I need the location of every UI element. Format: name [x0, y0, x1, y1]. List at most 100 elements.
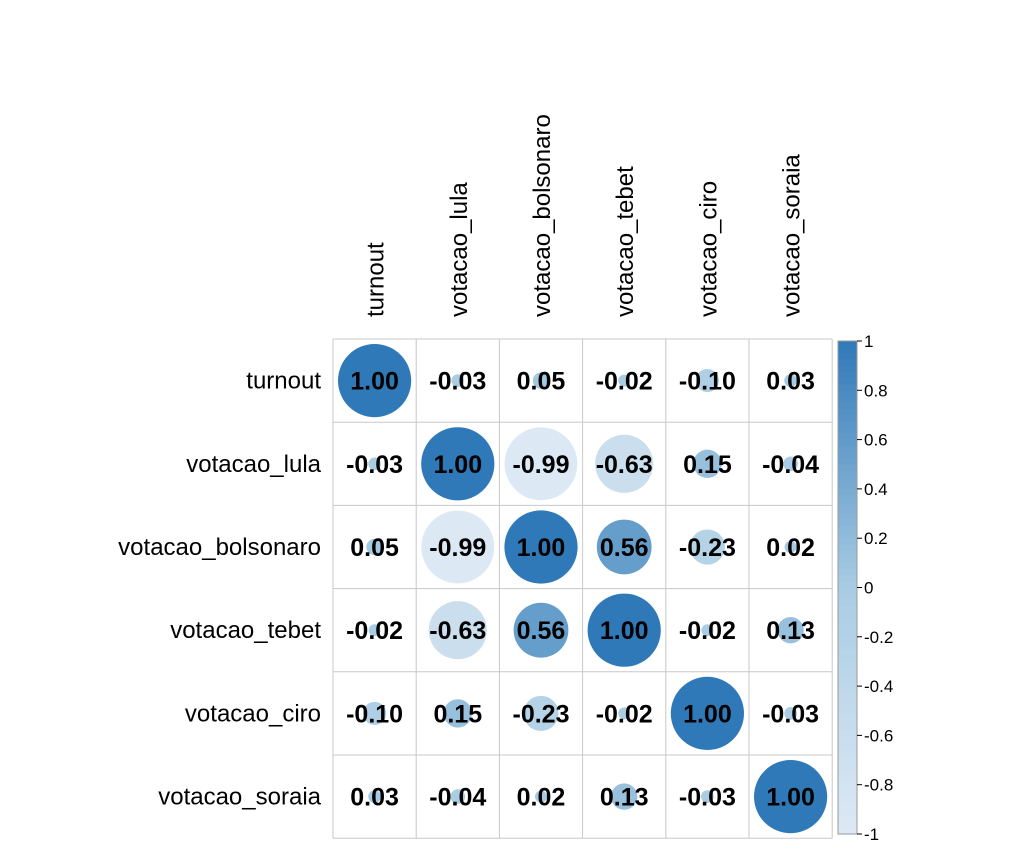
correlation-circle: [535, 790, 547, 803]
colorbar-segment: [838, 673, 857, 681]
correlation-circle: [618, 707, 631, 720]
colorbar-segment: [838, 655, 857, 663]
colorbar-segment: [838, 729, 857, 736]
correlation-circle: [784, 707, 797, 720]
correlation-value-label: -0.03: [346, 451, 403, 479]
colorbar-segment: [838, 359, 857, 367]
colorbar-segment: [838, 488, 857, 496]
colorbar-segment: [838, 667, 857, 675]
correlation-circle: [701, 624, 714, 637]
correlation-circle: [368, 790, 381, 803]
correlation-value-label: 0.03: [766, 368, 815, 396]
correlation-value-label: -0.99: [429, 534, 486, 562]
correlation-value-label: 1.00: [683, 700, 732, 728]
colorbar-tick-label: -0.8: [864, 776, 893, 795]
colorbar-segment: [838, 501, 857, 508]
colorbar-segment: [838, 371, 857, 379]
correlation-cells: 1.00 -0.03 0.05 -0.02 -0.10 0.03 -0.03 1.00 -0.9…: [337, 343, 828, 834]
colorbar-segment: [838, 519, 857, 527]
correlation-circle: [532, 372, 550, 389]
correlation-circle: [443, 699, 472, 728]
colorbar-segment: [838, 760, 857, 767]
correlation-circle: [695, 369, 719, 393]
correlation-value-label: -0.10: [679, 368, 736, 396]
correlation-circle: [618, 374, 631, 387]
correlation-value-label: -0.10: [346, 700, 403, 728]
column-label: votacao_ciro: [695, 181, 722, 317]
colorbar-segment: [838, 649, 857, 656]
colorbar: 1 0.8 0.6 0.4 0.2 0 -0.2 -0.4 -0.6 -0.8 -1: [837, 332, 893, 844]
colorbar-tick-label: 0.2: [864, 529, 888, 548]
colorbar-segment: [838, 642, 857, 650]
colorbar-segment: [838, 341, 857, 348]
colorbar-segment: [838, 692, 857, 700]
colorbar-segment: [838, 532, 857, 539]
colorbar-segment: [838, 698, 857, 706]
correlation-value-label: -0.02: [346, 617, 403, 645]
colorbar-segment: [838, 495, 857, 502]
correlation-circle: [504, 510, 578, 584]
correlation-value-label: 0.15: [683, 451, 732, 479]
colorbar-segment: [838, 790, 857, 798]
colorbar-segment: [838, 741, 857, 749]
colorbar-segment: [838, 433, 857, 441]
colorbar-segment: [838, 347, 857, 354]
colorbar-segment: [838, 803, 857, 810]
colorbar-segment: [838, 599, 857, 607]
colorbar-segment: [838, 575, 857, 582]
colorbar-tick-label: 1: [864, 332, 873, 351]
colorbar-tick-label: -1: [864, 825, 879, 844]
colorbar-segment: [838, 470, 857, 478]
correlation-value-label: -0.02: [596, 700, 653, 728]
colorbar-segment: [838, 778, 857, 786]
column-label: turnout: [363, 242, 390, 317]
colorbar-segment: [838, 809, 857, 817]
correlation-circle: [693, 449, 722, 478]
colorbar-segment: [838, 402, 857, 410]
colorbar-segment: [838, 815, 857, 823]
correlation-value-label: -0.02: [596, 368, 653, 396]
correlation-value-label: -0.23: [679, 534, 736, 562]
correlation-value-label: 1.00: [766, 784, 815, 812]
correlation-circle: [689, 529, 725, 565]
colorbar-segment: [838, 556, 857, 564]
row-label: turnout: [246, 368, 321, 395]
colorbar-segment: [838, 821, 857, 829]
correlation-circle: [451, 374, 465, 387]
correlation-circle: [670, 676, 745, 751]
correlation-circle: [504, 427, 578, 501]
colorbar-segment: [838, 525, 857, 533]
correlation-circle: [611, 783, 638, 810]
colorbar-segment: [838, 445, 857, 453]
colorbar-segment: [838, 353, 857, 361]
colorbar-segment: [838, 716, 857, 724]
correlation-value-label: 0.05: [350, 534, 399, 562]
correlation-circle: [513, 602, 569, 658]
correlation-value-label: 0.02: [766, 534, 815, 562]
colorbar-segment: [838, 544, 857, 552]
column-label: votacao_lula: [446, 182, 473, 317]
correlation-circle: [587, 593, 661, 667]
correlation-circle: [421, 510, 495, 584]
colorbar-segment: [838, 538, 857, 545]
colorbar-segment: [838, 421, 857, 428]
colorbar-segment: [838, 624, 857, 632]
correlation-value-label: -0.04: [762, 451, 819, 479]
correlation-value-label: -0.63: [429, 617, 486, 645]
correlation-value-label: 0.13: [600, 784, 649, 812]
colorbar-segment: [838, 679, 857, 687]
correlation-circle: [337, 343, 412, 418]
colorbar-tick-label: -0.6: [864, 726, 893, 745]
colorbar-segment: [838, 562, 857, 570]
colorbar-segment: [838, 476, 857, 484]
correlation-value-label: -0.03: [679, 784, 736, 812]
colorbar-tick-label: 0: [864, 579, 873, 598]
colorbar-segment: [838, 507, 857, 515]
colorbar-segment: [838, 618, 857, 626]
correlation-value-label: 0.13: [766, 617, 815, 645]
correlation-value-label: 0.05: [517, 368, 566, 396]
colorbar-tick-label: -0.4: [864, 677, 893, 696]
colorbar-segment: [838, 365, 857, 373]
colorbar-segment: [838, 661, 857, 669]
